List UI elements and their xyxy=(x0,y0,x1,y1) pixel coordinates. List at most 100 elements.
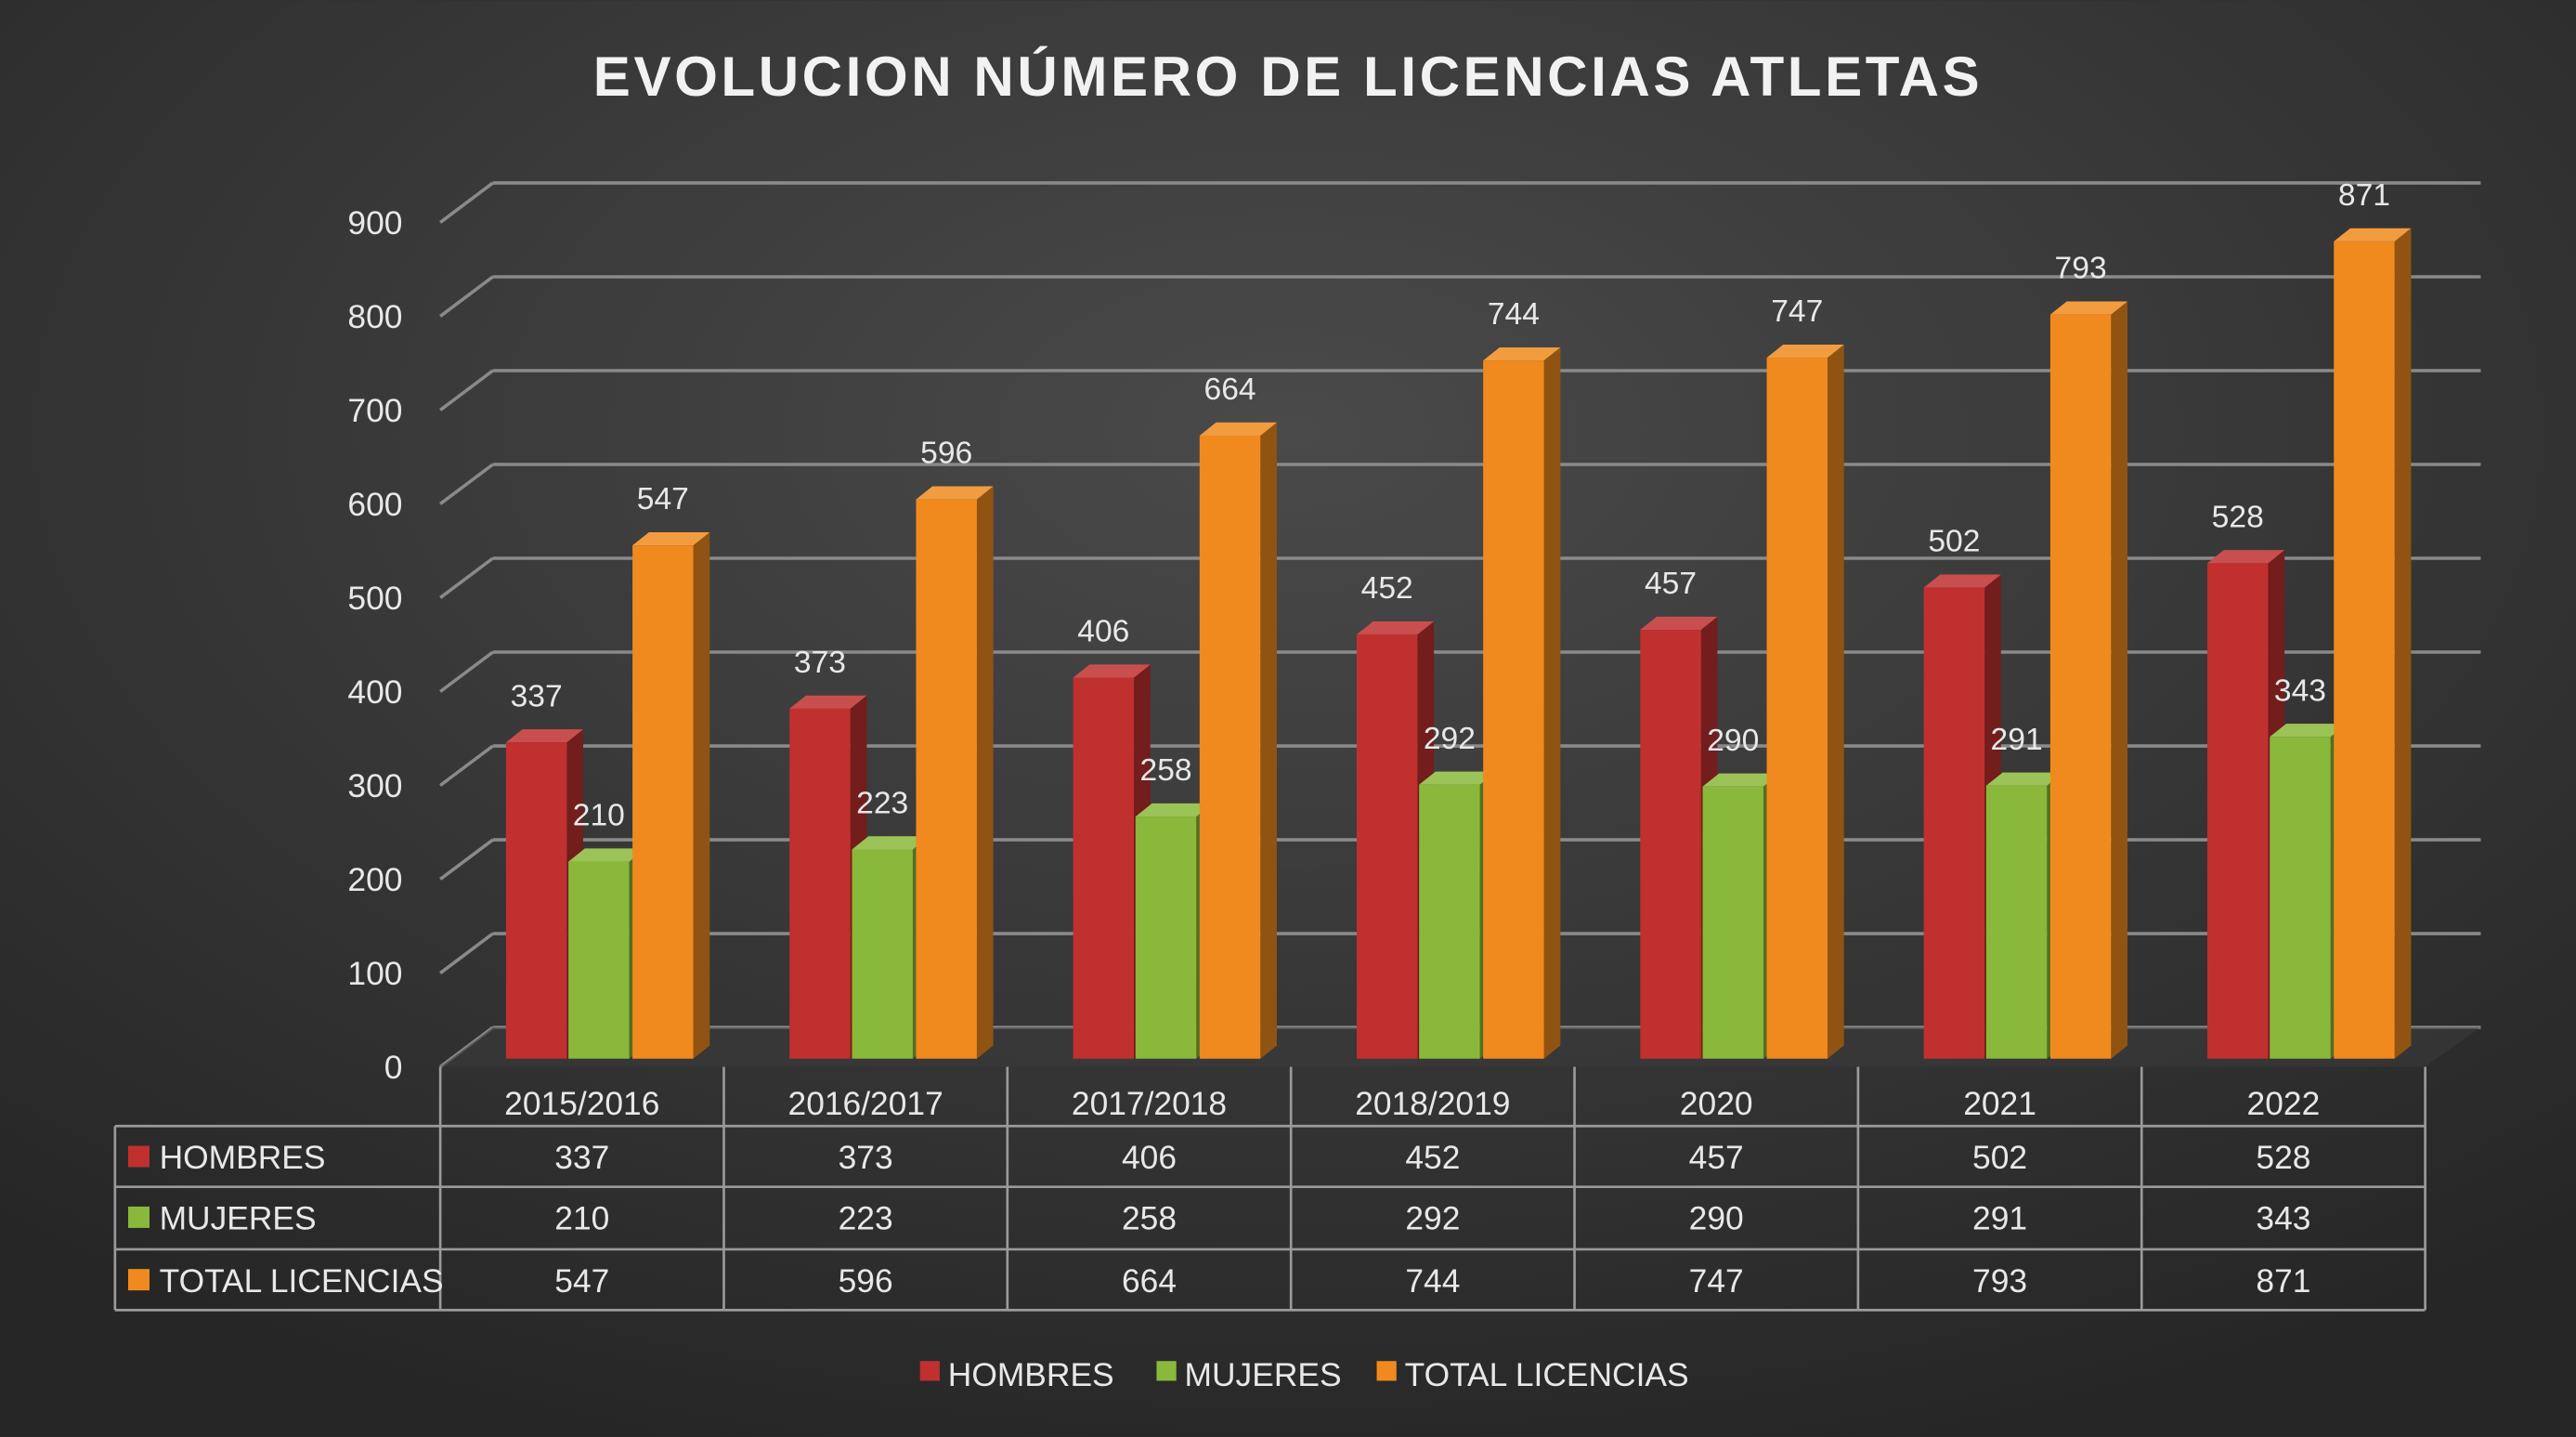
bar-top xyxy=(1766,344,1844,359)
chart-title: EVOLUCION NÚMERO DE LICENCIAS ATLETAS xyxy=(593,46,1983,108)
bar-total-licencias: 747 xyxy=(1766,294,1844,1059)
bar-front xyxy=(1702,786,1763,1059)
bar-side xyxy=(1260,422,1277,1059)
y-tick-label: 200 xyxy=(347,862,402,898)
bar-top xyxy=(852,836,930,850)
legend-item: HOMBRES xyxy=(919,1357,1114,1393)
bar-top xyxy=(1923,574,2001,588)
bar-top xyxy=(1702,773,1780,787)
bar-front xyxy=(1985,785,2048,1059)
bar-top xyxy=(568,848,646,862)
y-tick-label: 100 xyxy=(347,956,402,992)
table-cell: 337 xyxy=(554,1140,609,1176)
bar-mujeres: 291 xyxy=(1985,723,2064,1059)
table-row-label: TOTAL LICENCIAS xyxy=(160,1263,444,1300)
data-label: 337 xyxy=(511,679,563,713)
bar-side xyxy=(693,531,710,1059)
bar-top xyxy=(1135,803,1213,817)
table-cell: 292 xyxy=(1405,1201,1460,1237)
table-cell: 502 xyxy=(1972,1140,2027,1176)
axis-tick-diagonal xyxy=(439,932,494,974)
data-label: 664 xyxy=(1204,372,1256,407)
y-tick-label: 400 xyxy=(347,674,402,711)
table-cell: 747 xyxy=(1689,1263,1744,1300)
legend-key-icon xyxy=(127,1269,150,1291)
y-tick-label: 900 xyxy=(347,205,402,242)
legend-swatch-icon xyxy=(1376,1361,1397,1381)
axis-tick-diagonal xyxy=(439,181,494,224)
legend-item: TOTAL LICENCIAS xyxy=(1376,1357,1689,1393)
y-tick-label: 600 xyxy=(347,487,402,523)
bar-front xyxy=(2049,314,2112,1059)
axis-tick-diagonal xyxy=(439,556,494,599)
data-label: 406 xyxy=(1077,615,1129,649)
bar-front xyxy=(2207,563,2269,1059)
axis-tick-diagonal xyxy=(439,369,494,412)
bar-hombres: 452 xyxy=(1356,571,1435,1059)
data-label: 210 xyxy=(573,799,625,833)
table-cell: 258 xyxy=(1122,1201,1177,1237)
bar-front xyxy=(1199,435,1261,1059)
bar-total-licencias: 793 xyxy=(2049,252,2128,1059)
table-header-cell: 2020 xyxy=(1680,1086,1753,1122)
table-header-cell: 2021 xyxy=(1963,1086,2036,1122)
table-cell: 210 xyxy=(554,1201,609,1237)
table-cell: 793 xyxy=(1972,1263,2027,1300)
data-label: 744 xyxy=(1488,297,1540,332)
data-label: 373 xyxy=(794,646,846,680)
data-label: 258 xyxy=(1140,753,1192,788)
bar-top xyxy=(1073,664,1151,678)
axis-tick-diagonal xyxy=(439,275,494,318)
table-header-cell: 2022 xyxy=(2247,1086,2321,1122)
data-label: 292 xyxy=(1424,722,1476,756)
bar-top xyxy=(1640,616,1718,631)
legend-swatch-icon xyxy=(919,1361,940,1381)
bar-side xyxy=(2111,301,2128,1059)
bar-top xyxy=(2207,550,2285,564)
table-cell: 596 xyxy=(839,1263,893,1300)
bar-front xyxy=(632,545,694,1059)
legend-key-icon xyxy=(127,1145,150,1168)
y-tick-label: 0 xyxy=(384,1050,403,1086)
data-label: 747 xyxy=(1771,294,1823,329)
legend-label: MUJERES xyxy=(1185,1357,1342,1393)
bar-front xyxy=(1640,630,1701,1059)
table-cell: 664 xyxy=(1122,1263,1177,1300)
bar-front xyxy=(1073,677,1135,1059)
table-header-cell: 2017/2018 xyxy=(1072,1086,1227,1122)
bar-front xyxy=(2334,241,2395,1059)
bar-front xyxy=(789,708,851,1059)
bar-top xyxy=(2334,228,2412,242)
bar-top xyxy=(2049,301,2128,315)
table-cell: 406 xyxy=(1122,1140,1177,1176)
table-cell: 457 xyxy=(1689,1140,1744,1176)
bar-front xyxy=(568,861,630,1059)
bar-total-licencias: 744 xyxy=(1483,297,1561,1059)
table-cell: 547 xyxy=(554,1263,609,1300)
data-label: 596 xyxy=(920,437,972,471)
axis-tick-diagonal xyxy=(439,650,494,693)
bar-front xyxy=(505,742,567,1059)
bar-top xyxy=(1356,621,1435,635)
table-header-cell: 2015/2016 xyxy=(504,1086,659,1122)
bar-side xyxy=(1543,346,1561,1059)
bar-front xyxy=(1356,634,1418,1059)
legend-label: HOMBRES xyxy=(948,1357,1114,1393)
data-label: 528 xyxy=(2212,500,2264,534)
table-cell: 291 xyxy=(1972,1201,2027,1237)
axis-tick-diagonal xyxy=(439,838,494,881)
bar-mujeres: 258 xyxy=(1135,753,1213,1059)
bar-top xyxy=(632,531,710,546)
table-cell: 343 xyxy=(2256,1201,2310,1237)
bar-top xyxy=(2270,724,2348,738)
bar-front xyxy=(1483,360,1544,1059)
bar-top xyxy=(1483,346,1561,361)
bar-front xyxy=(1135,816,1197,1059)
table-cell: 744 xyxy=(1405,1263,1460,1300)
axis-tick-diagonal xyxy=(439,463,494,505)
y-tick-label: 300 xyxy=(347,768,402,804)
data-label: 290 xyxy=(1707,724,1759,758)
data-label: 457 xyxy=(1645,567,1697,601)
